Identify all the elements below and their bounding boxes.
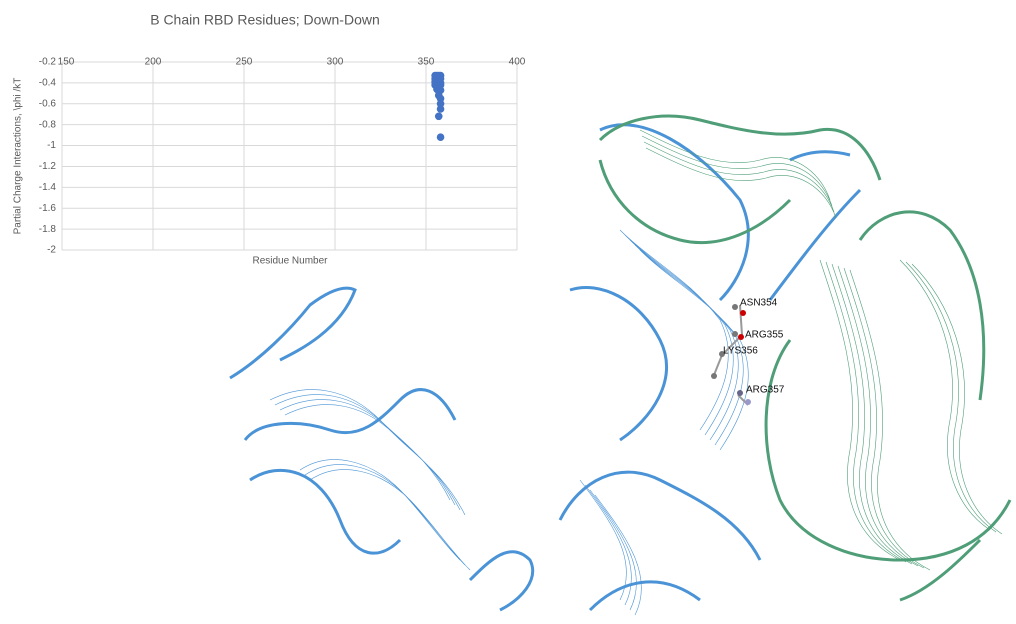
x-axis-label: Residue Number <box>252 256 328 267</box>
x-tick-label: 300 <box>327 57 344 68</box>
x-tick-label: 250 <box>236 57 253 68</box>
x-tick-label: 150 <box>58 57 75 68</box>
x-tick-label: 200 <box>145 57 162 68</box>
chart: B Chain RBD Residues; Down-Down Residue … <box>13 12 526 267</box>
y-tick-label: -1 <box>47 140 56 151</box>
y-tick-label: -0.4 <box>39 78 57 89</box>
residue-label: ASN354 <box>740 298 778 309</box>
chart-title: B Chain RBD Residues; Down-Down <box>150 12 380 28</box>
y-tick-label: -1.2 <box>39 161 57 172</box>
x-tick-label: 350 <box>418 57 435 68</box>
y-tick-label: -1.8 <box>39 224 57 235</box>
y-tick-label: -1.6 <box>39 203 57 214</box>
y-tick-label: -1.4 <box>39 182 57 193</box>
data-point <box>436 99 445 108</box>
protein-structure: ASN354 ARG355 LYS356 ARG357 <box>229 114 1012 616</box>
x-tick-label: 400 <box>509 57 526 68</box>
y-axis-label: Partial Charge Interactions, \phi /kT <box>13 78 24 235</box>
residue-label: ARG355 <box>745 330 784 341</box>
residue-label: LYS356 <box>723 346 758 357</box>
y-tick-label: -0.6 <box>39 98 57 109</box>
y-tick-label: -2 <box>47 245 56 256</box>
y-tick-label: -0.2 <box>39 57 57 68</box>
y-tick-label: -0.8 <box>39 119 57 130</box>
residue-label: ARG357 <box>746 385 785 396</box>
data-point <box>436 133 445 141</box>
data-point <box>436 105 445 113</box>
data-point <box>434 112 443 121</box>
data-point <box>436 94 445 103</box>
